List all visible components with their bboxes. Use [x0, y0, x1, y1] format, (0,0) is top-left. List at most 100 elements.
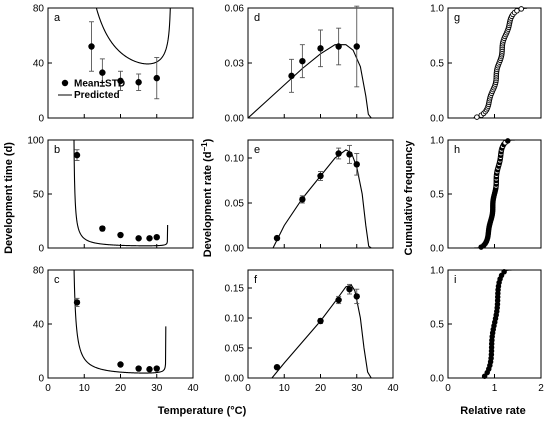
data-point	[346, 286, 353, 293]
panel-label: i	[454, 274, 456, 286]
data-point	[117, 231, 124, 239]
panel-frame	[47, 7, 194, 119]
panel-a: a 0 40 80	[33, 4, 194, 125]
y-tick-label: 40	[33, 320, 45, 331]
data-point	[153, 365, 160, 372]
y-tick-label: 80	[33, 4, 45, 15]
y-tick-label: 0.15	[225, 284, 245, 295]
frequency-point	[498, 272, 505, 279]
y-tick-label: 50	[33, 190, 45, 201]
data-point	[99, 69, 106, 76]
y-tick-label: 0.0	[430, 244, 444, 255]
x-tick-label: 0	[45, 383, 51, 394]
predicted-curve	[248, 284, 393, 378]
predicted-curve	[73, 140, 169, 247]
y-tick-label: 0.10	[225, 154, 245, 165]
panel-frame	[447, 7, 542, 119]
data-point	[335, 150, 342, 157]
development-time-axis-label: Development time (d)	[3, 142, 15, 254]
legend: Mean±STD Predicted	[58, 79, 125, 101]
y-tick-label: 0	[38, 114, 44, 125]
panel-i: i 0 1 2 0.0 0.5 1.0	[430, 266, 544, 395]
x-tick-label: 1	[492, 383, 498, 394]
data-point	[335, 43, 342, 50]
panel-frame	[247, 139, 394, 249]
development-rate-axis-label: Development rate (d−1)	[200, 138, 214, 257]
panel-label: f	[254, 274, 258, 286]
y-tick-label: 0.5	[430, 59, 444, 70]
frequency-point	[501, 269, 507, 275]
x-tick-label: 0	[245, 383, 251, 394]
y-tick-label: 1.0	[430, 266, 444, 277]
y-tick-label: 1.0	[430, 136, 444, 147]
y-tick-label: 80	[33, 266, 45, 277]
y-tick-label: 0	[38, 244, 44, 255]
legend-marker-mean	[61, 79, 69, 87]
relative-rate-axis-label: Relative rate	[460, 405, 525, 417]
data-point	[353, 43, 360, 50]
frequency-point	[481, 373, 488, 379]
panel-g: g 0.0 0.5 1.0	[430, 4, 542, 125]
x-tick-label: 20	[115, 383, 127, 394]
data-point	[135, 365, 142, 372]
frequency-point	[474, 114, 480, 120]
y-tick-label: 0.00	[225, 374, 245, 385]
y-tick-label: 0.06	[225, 4, 245, 15]
data-point	[73, 151, 81, 159]
data-point	[88, 43, 95, 50]
y-tick-label: 0	[38, 374, 44, 385]
data-point	[73, 299, 81, 306]
data-point	[317, 45, 324, 52]
panel-label: h	[454, 144, 460, 156]
y-tick-label: 0.5	[430, 320, 444, 331]
x-tick-label: 30	[351, 383, 363, 394]
frequency-point	[505, 138, 511, 144]
data-point	[317, 317, 324, 325]
data-point	[135, 235, 142, 242]
panel-e: e 0.00 0.05 0.10	[225, 139, 394, 255]
x-tick-label: 10	[79, 383, 91, 394]
x-tick-label: 0	[445, 383, 451, 394]
panel-label: e	[254, 144, 260, 156]
data-point	[335, 296, 342, 304]
panel-d: d 0.00 0.03 0.06	[225, 4, 394, 125]
data-point	[273, 364, 281, 371]
legend-label-predicted: Predicted	[74, 90, 120, 101]
predicted-curve	[73, 270, 167, 374]
y-tick-label: 0.00	[225, 244, 245, 255]
y-tick-label: 0.05	[225, 199, 245, 210]
data-point	[153, 74, 160, 82]
data-point	[146, 235, 153, 242]
x-tick-label: 2	[538, 383, 544, 394]
panel-h: h 0.0 0.5 1.0	[430, 136, 542, 255]
data-point	[299, 57, 306, 65]
data-point	[353, 293, 360, 300]
predicted-curve	[248, 44, 393, 118]
x-tick-label: 40	[187, 383, 199, 394]
data-point	[153, 234, 160, 241]
panel-f: f 0 10 20 30 40 0.00 0.05 0.10 0.15	[225, 269, 399, 394]
y-tick-label: 1.0	[430, 4, 444, 15]
y-tick-label: 0.5	[430, 190, 444, 201]
data-point	[299, 196, 306, 203]
data-point	[135, 79, 142, 86]
panel-label: g	[454, 12, 460, 24]
x-tick-label: 40	[387, 383, 399, 394]
data-point	[353, 161, 360, 168]
panel-frame	[47, 139, 194, 249]
x-tick-label: 20	[315, 383, 327, 394]
y-tick-label: 40	[33, 59, 45, 70]
data-point	[273, 234, 281, 242]
y-tick-label: 0.0	[430, 114, 444, 125]
rate-label-superscript: −1	[200, 142, 209, 152]
y-tick-label: 0.05	[225, 344, 245, 355]
panel-label: a	[54, 12, 61, 24]
data-point	[117, 361, 124, 368]
y-tick-label: 0.0	[430, 374, 444, 385]
legend-label-mean: Mean±STD	[74, 79, 125, 90]
panel-c: c 0 10 20 30 40 0 40 80	[33, 266, 199, 395]
predicted-curve	[95, 8, 171, 65]
y-tick-label: 100	[27, 136, 44, 147]
